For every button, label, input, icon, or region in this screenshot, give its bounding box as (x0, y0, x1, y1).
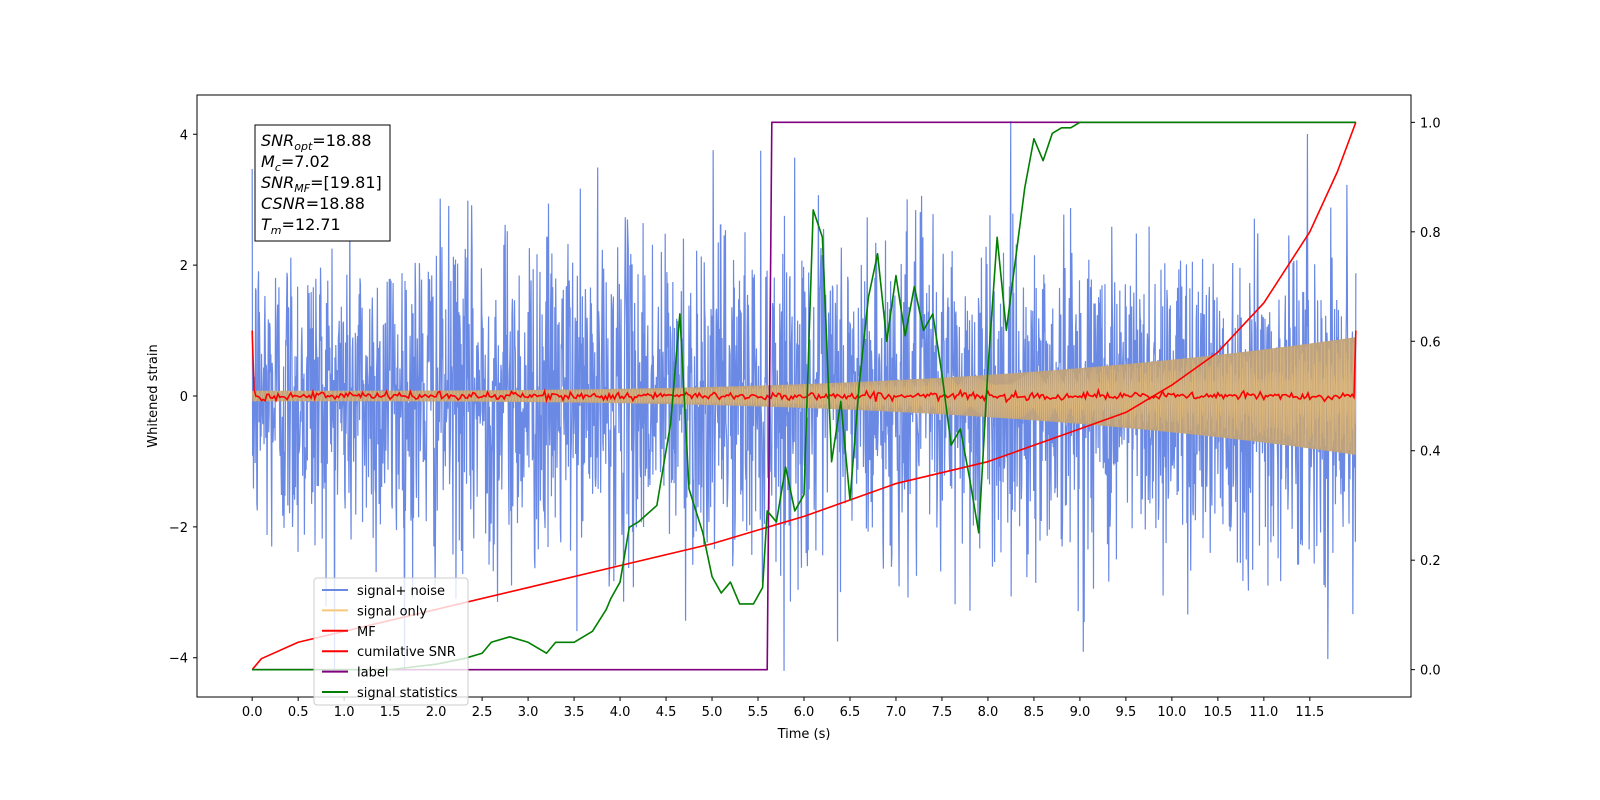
y2-tick-label: 0.0 (1420, 664, 1441, 679)
x-tick-label: 10.5 (1203, 705, 1232, 720)
x-tick-label: 9.0 (1070, 705, 1091, 720)
x-tick-label: 3.0 (518, 705, 539, 720)
y2-tick-label: 0.6 (1420, 335, 1441, 350)
info-line: SNRMF=[19.81] (261, 173, 382, 195)
series-signal-statistics-line (252, 121, 1356, 671)
x-tick-label: 8.5 (1024, 705, 1045, 720)
legend-entry-label: signal statistics (357, 686, 458, 701)
info-line: Tm=12.71 (261, 215, 341, 237)
legend-frame (313, 577, 469, 706)
info-line: Mc=7.02 (261, 152, 330, 174)
y-tick-label: 0 (180, 390, 188, 405)
x-tick-label: 11.5 (1295, 705, 1324, 720)
y-tick-label: 2 (180, 259, 188, 274)
legend-entry-label: MF (357, 625, 376, 640)
x-tick-label: 5.5 (748, 705, 769, 720)
x-tick-label: 0.0 (242, 705, 263, 720)
x-tick-label: 5.0 (702, 705, 723, 720)
y-axis-label: Whitened strain (146, 344, 161, 447)
x-tick-label: 6.5 (840, 705, 861, 720)
x-tick-label: 8.0 (978, 705, 999, 720)
legend-entry-label: label (357, 666, 388, 681)
y-tick-label: −4 (169, 652, 188, 667)
legend: signal+ noise signal only MF cumilative SNR… (313, 577, 469, 706)
series-label-line (252, 121, 1356, 671)
y2-tick-label: 0.2 (1420, 554, 1441, 569)
x-tick-label: 11.0 (1249, 705, 1278, 720)
info-line: CSNR=18.88 (261, 194, 365, 213)
x-tick-label: 7.0 (886, 705, 907, 720)
x-tick-label: 1.5 (380, 705, 401, 720)
y2-tick-label: 1.0 (1420, 116, 1441, 131)
x-tick-label: 9.5 (1116, 705, 1137, 720)
y-tick-label: 4 (180, 128, 188, 143)
x-tick-label: 1.0 (334, 705, 355, 720)
data-layer (251, 121, 1357, 671)
x-tick-label: 3.5 (564, 705, 585, 720)
x-tick-label: 4.0 (610, 705, 631, 720)
info-line: SNRopt=18.88 (261, 131, 372, 153)
x-tick-label: 2.0 (426, 705, 447, 720)
x-tick-label: 2.5 (472, 705, 493, 720)
x-tick-label: 4.5 (656, 705, 677, 720)
legend-entry-label: signal+ noise (357, 584, 445, 599)
x-axis-label: Time (s) (777, 727, 831, 742)
y2-tick-label: 0.8 (1420, 226, 1441, 241)
y2-tick-label: 0.4 (1420, 445, 1441, 460)
x-tick-label: 0.5 (288, 705, 309, 720)
info-box: SNRopt=18.88Mc=7.02SNRMF=[19.81]CSNR=18.… (254, 124, 391, 242)
series-mf-line (251, 330, 1357, 404)
legend-entry-label: cumilative SNR (357, 645, 456, 660)
x-tick-label: 10.0 (1157, 705, 1186, 720)
y-tick-label: −2 (169, 521, 188, 536)
legend-entry-label: signal only (357, 604, 427, 619)
info-box-frame (254, 124, 391, 242)
ticks-layer: 0.0 0.5 1.0 1.5 2.0 2.5 3.0 3.5 4.0 4.5 5.0 5.5 6.0 6… (169, 116, 1441, 720)
x-tick-label: 6.0 (794, 705, 815, 720)
x-tick-label: 7.5 (932, 705, 953, 720)
